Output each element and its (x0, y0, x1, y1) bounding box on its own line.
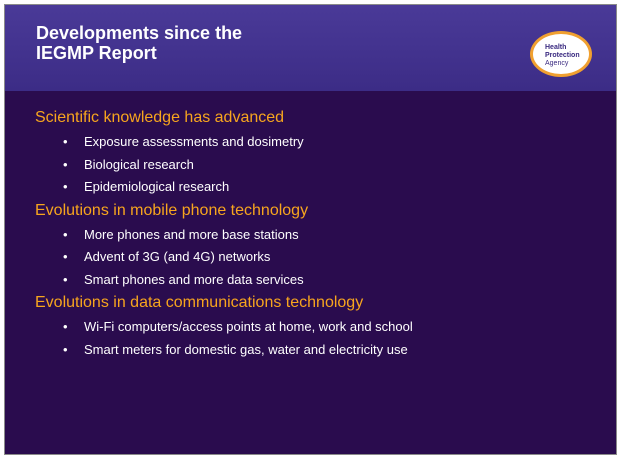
bullet-item: Smart meters for domestic gas, water and… (63, 342, 408, 357)
bullet-item: Biological research (63, 157, 194, 172)
bullet-item: More phones and more base stations (63, 227, 299, 242)
section-heading: Evolutions in data communications techno… (35, 294, 364, 311)
logo-text: Health Protection Agency (545, 44, 580, 68)
bullet-item: Wi-Fi computers/access points at home, w… (63, 319, 413, 334)
logo-line: Protection (545, 52, 580, 59)
bullet-item: Smart phones and more data services (63, 272, 304, 287)
title: Developments since the IEGMP Report (36, 23, 242, 63)
logo-line: Health (545, 44, 567, 51)
slide: Developments since the IEGMP Report Healt… (4, 4, 617, 455)
section-heading: Evolutions in mobile phone technology (35, 201, 309, 219)
title-line: IEGMP Report (36, 43, 157, 63)
header: Developments since the IEGMP Report Healt… (5, 5, 616, 91)
bullet-item: Advent of 3G (and 4G) networks (63, 249, 270, 264)
bullet-item: Epidemiological research (63, 179, 229, 194)
title-line: Developments since the (36, 23, 243, 43)
logo: Health Protection Agency (530, 31, 592, 77)
section-heading: Scientific knowledge has advanced (35, 109, 285, 126)
bullet-item: Exposure assessments and dosimetry (63, 134, 304, 149)
logo-line: Agency (545, 60, 569, 67)
